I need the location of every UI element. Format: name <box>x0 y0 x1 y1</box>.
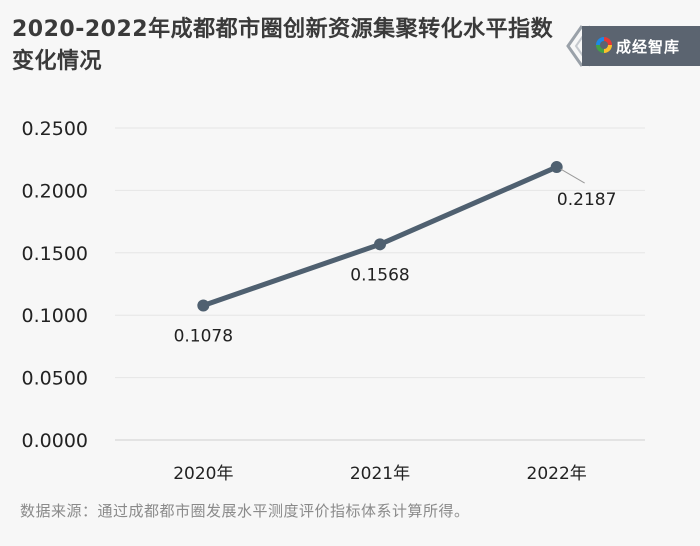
x-axis-ticks: 2020年 2021年 2022年 <box>173 464 587 484</box>
data-label: 0.1078 <box>174 326 233 346</box>
data-point <box>197 299 210 312</box>
data-labels: 0.1078 0.1568 0.2187 <box>174 168 616 346</box>
y-tick-label: 0.0000 <box>22 430 88 452</box>
data-point <box>550 161 563 174</box>
data-point <box>374 238 386 251</box>
data-label: 0.1568 <box>350 265 409 285</box>
y-tick-label: 0.2000 <box>22 180 88 202</box>
data-label: 0.2187 <box>557 190 616 210</box>
y-tick-label: 0.0500 <box>22 368 88 390</box>
line-chart: 0.0000 0.0500 0.1000 0.1500 0.2000 0.2500 202… <box>22 118 645 484</box>
y-tick-label: 0.1500 <box>22 243 88 265</box>
y-tick-label: 0.2500 <box>22 118 88 140</box>
series-group <box>197 161 563 312</box>
brand-name: 成经智库 <box>616 38 681 56</box>
data-label-leader <box>560 168 585 184</box>
x-tick-label: 2021年 <box>350 464 410 484</box>
x-tick-label: 2022年 <box>527 464 587 484</box>
source-note: 数据来源：通过成都都市圈发展水平测度评价指标体系计算所得。 <box>20 502 470 520</box>
brand-logo-icon <box>596 37 612 53</box>
chart-title: 2020-2022年成都都市圈创新资源集聚转化水平指数变化情况 <box>12 17 554 74</box>
x-tick-label: 2020年 <box>173 464 233 484</box>
brand-badge: 成经智库 <box>560 22 700 70</box>
y-tick-label: 0.1000 <box>22 305 88 327</box>
grid-lines <box>115 127 645 441</box>
y-axis-ticks: 0.0000 0.0500 0.1000 0.1500 0.2000 0.2500 <box>22 118 88 452</box>
